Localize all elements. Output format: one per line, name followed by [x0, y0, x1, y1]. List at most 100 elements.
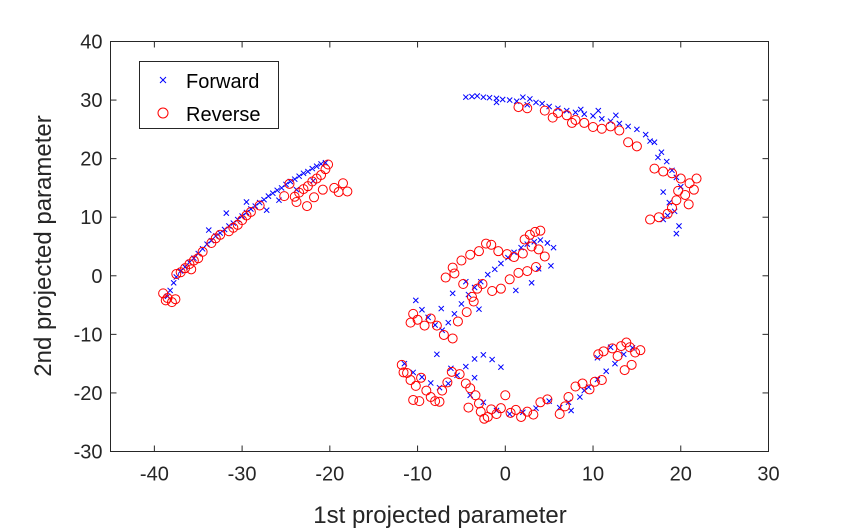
y-tick-label: -20	[74, 383, 103, 405]
forward-point	[458, 300, 465, 307]
forward-point	[598, 115, 605, 122]
reverse-point	[442, 377, 453, 388]
reverse-point	[533, 244, 544, 255]
forward-point	[418, 374, 425, 381]
forward-point	[283, 181, 289, 188]
reverse-point	[171, 269, 182, 280]
forward-point	[497, 260, 504, 267]
reverse-point	[463, 402, 474, 413]
reverse-point	[414, 396, 425, 407]
reverse-point	[302, 201, 313, 212]
reverse-point	[666, 168, 677, 179]
forward-point	[418, 306, 425, 313]
forward-point	[533, 99, 539, 106]
reverse-point	[566, 117, 577, 128]
reverse-point	[323, 159, 334, 170]
forward-point	[524, 101, 531, 108]
reverse-point	[197, 246, 208, 257]
forward-point	[633, 126, 640, 133]
reverse-point	[454, 369, 465, 380]
forward-point	[243, 199, 250, 205]
forward-point	[519, 94, 526, 101]
reverse-point	[495, 403, 506, 414]
forward-point	[547, 262, 554, 269]
reverse-point	[559, 401, 570, 412]
forward-point	[539, 100, 546, 107]
reverse-point	[635, 345, 646, 356]
reverse-point	[626, 359, 637, 370]
forward-point	[537, 237, 544, 244]
reverse-point	[505, 407, 516, 418]
reverse-point	[517, 248, 528, 259]
forward-point	[167, 287, 174, 294]
forward-point	[445, 319, 452, 326]
forward-point	[438, 305, 445, 312]
reverse-point	[410, 380, 421, 391]
x-tick-label: 10	[582, 464, 604, 486]
forward-point	[544, 240, 551, 246]
reverse-point	[524, 229, 535, 240]
forward-point	[625, 123, 632, 130]
forward-point	[493, 99, 500, 106]
x-tick-label: -30	[228, 464, 257, 486]
reverse-point	[405, 317, 416, 328]
reverse-point	[570, 381, 581, 392]
forward-point	[612, 112, 619, 119]
forward-point	[651, 139, 658, 146]
forward-point	[642, 131, 649, 138]
reverse-point	[563, 392, 574, 403]
reverse-point	[630, 347, 641, 358]
forward-point	[581, 111, 588, 118]
x-tick-label: 20	[670, 464, 692, 486]
reverse-point	[186, 264, 197, 275]
reverse-point	[612, 351, 623, 362]
reverse-point	[619, 365, 630, 376]
reverse-point	[649, 163, 660, 174]
reverse-point	[245, 206, 256, 217]
reverse-point	[446, 366, 457, 377]
reverse-point	[624, 342, 635, 353]
y-tick-label: 40	[80, 32, 102, 54]
reverse-point	[522, 103, 533, 114]
reverse-point	[579, 117, 590, 128]
forward-point	[673, 230, 680, 237]
reverse-point	[434, 396, 445, 407]
forward-point	[480, 351, 487, 358]
forward-point	[612, 360, 618, 367]
forward-point	[526, 95, 533, 102]
x-axis-ticks: -40 -30 -20 -10 0 10 20 30	[140, 41, 780, 486]
forward-point	[265, 193, 272, 200]
reverse-point	[516, 411, 527, 422]
x-tick-label: -40	[140, 464, 169, 486]
legend: Forward Reverse	[139, 61, 279, 129]
reverse-point	[493, 246, 504, 257]
forward-point	[590, 112, 596, 119]
reverse-point	[419, 320, 430, 331]
forward-point	[449, 290, 456, 297]
reverse-point	[465, 249, 476, 260]
reverse-point	[502, 249, 513, 260]
reverse-point	[554, 409, 565, 420]
reverse-point	[605, 121, 616, 132]
forward-point	[647, 138, 654, 145]
x-tick-label: -10	[403, 464, 432, 486]
reverse-point	[662, 208, 673, 219]
reverse-point	[398, 367, 409, 378]
reverse-point	[531, 262, 542, 272]
forward-point	[471, 374, 478, 381]
forward-point	[427, 380, 434, 386]
reverse-point	[160, 295, 171, 306]
forward-point	[313, 163, 320, 170]
y-tick-label: 30	[80, 90, 102, 112]
reverse-point	[577, 378, 588, 389]
reverse-point	[596, 375, 607, 386]
forward-point	[603, 368, 610, 375]
reverse-point	[683, 199, 694, 210]
forward-point	[497, 364, 504, 371]
legend-forward-label: Forward	[186, 71, 259, 93]
reverse-point	[473, 246, 484, 257]
forward-point	[664, 212, 671, 219]
y-tick-label: 20	[80, 149, 102, 171]
forward-point	[676, 223, 682, 229]
reverse-point	[437, 385, 448, 396]
